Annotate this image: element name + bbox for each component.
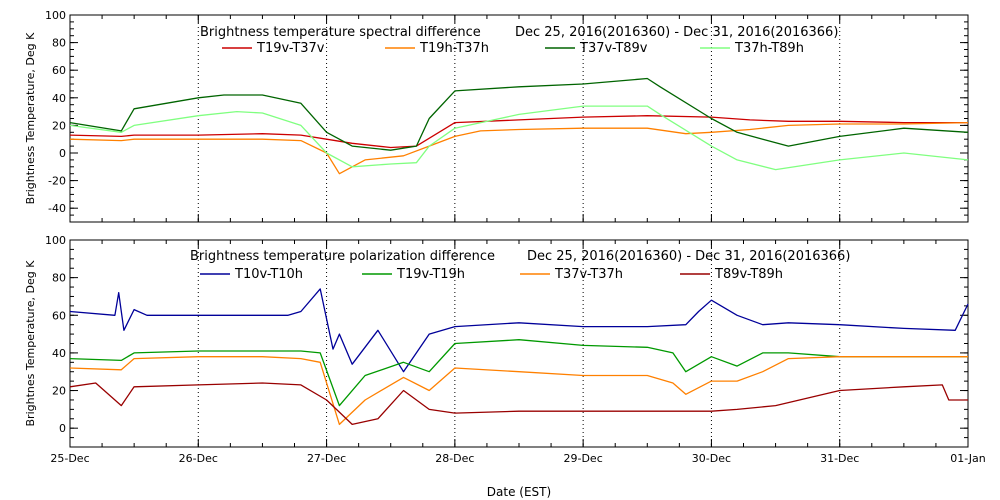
legend: T10v-T10h T19v-T19h T37v-T37h T89v-T89h [200,267,783,282]
y-tick-label: 80 [52,272,66,285]
axis-ticks: -40 -20 0 20 40 60 80 100 [45,9,969,223]
y-tick-label: 20 [52,385,66,398]
legend-item: T10v-T10h [200,267,303,282]
legend-label: T37h-T89h [734,41,804,56]
vertical-grid [197,15,841,222]
axis-ticks: 0 20 40 60 80 100 25-Dec 26-Dec 27-Dec 28-Dec 29-D… [45,234,986,465]
legend-label: T37v-T89v [579,41,648,56]
series-line-t37v-t37h [69,356,968,426]
legend-label: T37v-T37h [554,267,623,282]
y-tick-label: 0 [59,147,66,160]
y-tick-label: 40 [52,92,66,105]
series-line-t19v-t37v [69,115,968,149]
legend-label: T19v-T19h [396,267,465,282]
legend-item: T19v-T37v [222,41,325,56]
spectral-difference-panel: -40 -20 0 20 40 60 80 100 Brightness temperatur… [24,9,969,223]
legend-label: T10v-T10h [234,267,303,282]
y-tick-label: 60 [52,309,66,322]
legend-label: T19h-T37h [419,41,489,56]
x-tick-label: 31-Dec [820,452,859,465]
y-tick-label: -40 [48,202,66,215]
x-tick-label: 01-Jan [950,452,986,465]
legend-item: T19v-T19h [362,267,465,282]
legend-item: T89v-T89h [680,267,783,282]
chart-title: Brightness temperature polarization diff… [190,249,495,264]
legend-item: T19h-T37h [385,41,489,56]
y-tick-label: -20 [48,175,66,188]
series-line-t10v-t10h [69,288,969,373]
polarization-difference-panel: 0 20 40 60 80 100 25-Dec 26-Dec 27-Dec 28-Dec 29-D… [24,234,986,465]
series-line-t19v-t19h [69,339,968,407]
x-tick-label: 28-Dec [435,452,474,465]
plot-frame [69,239,969,448]
y-tick-label: 20 [52,119,66,132]
y-axis-label: Brightness Temperature, Deg K [24,32,37,204]
x-axis-label: Date (EST) [487,485,551,499]
y-tick-label: 100 [45,234,66,247]
legend-label: T89v-T89h [714,267,783,282]
y-tick-label: 40 [52,347,66,360]
y-axis-label: Brightnes Temperature, Deg K [24,260,37,427]
chart-date-range: Dec 25, 2016(2016360) - Dec 31, 2016(201… [515,25,838,40]
plot-frame [69,14,969,223]
legend-label: T19v-T37v [256,41,325,56]
chart-title: Brightness temperature spectral differen… [200,25,481,40]
chart-date-range: Dec 25, 2016(2016360) - Dec 31, 2016(201… [527,249,850,264]
x-tick-label: 25-Dec [50,452,89,465]
series-line-t37v-t89v [69,77,969,151]
series-line-t89v-t89h [69,382,968,426]
series-line-t19h-t37h [69,121,969,175]
x-tick-label: 29-Dec [564,452,603,465]
series-layer [69,288,969,426]
y-tick-label: 0 [59,422,66,435]
series-line-t37h-t89h [69,105,969,171]
series-layer [69,77,969,175]
legend-item: T37v-T37h [520,267,623,282]
legend-item: T37h-T89h [700,41,804,56]
x-tick-label: 26-Dec [179,452,218,465]
y-tick-label: 100 [45,9,66,22]
y-tick-label: 80 [52,37,66,50]
x-tick-label: 27-Dec [307,452,346,465]
y-tick-label: 60 [52,64,66,77]
legend: T19v-T37v T19h-T37h T37v-T89v T37h-T89h [222,41,804,56]
legend-item: T37v-T89v [545,41,648,56]
x-tick-label: 30-Dec [692,452,731,465]
